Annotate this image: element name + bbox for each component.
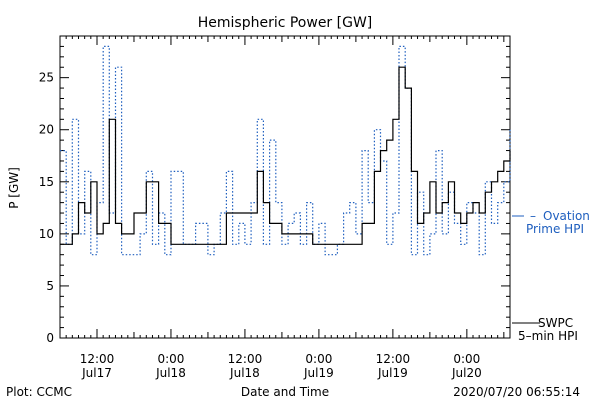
legend-ovation-label-2: Prime HPI [526,222,584,236]
y-tick-label: 0 [46,331,54,345]
legend-ovation-dash: – [530,209,536,223]
x-tick-label-date: Jul20 [451,366,482,380]
x-tick-label-date: Jul19 [303,366,334,380]
swpc-hpi-series-line [60,66,511,245]
y-tick-label: 5 [46,279,54,293]
x-tick-label-time: 12:00 [376,352,411,366]
y-axis: 0 5 10 15 20 25 [39,35,510,345]
y-tick-label: 10 [39,227,54,241]
ovation-prime-series-line [60,45,511,256]
x-tick-label-date: Jul18 [155,366,186,380]
chart-title: Hemispheric Power [GW] [198,15,373,31]
y-axis-label: P [GW] [7,167,21,209]
x-tick-label-date: Jul19 [377,366,408,380]
x-tick-label-date: Jul18 [229,366,260,380]
x-axis: 12:00Jul170:00Jul1812:00Jul180:00Jul1912… [59,36,511,380]
footer-plot-credit: Plot: CCMC [6,385,72,399]
x-tick-label-time: 12:00 [228,352,263,366]
x-tick-label-date: Jul17 [81,366,112,380]
y-tick-label: 25 [39,71,54,85]
legend-swpc-label-2: 5–min HPI [518,329,578,343]
x-tick-label-time: 12:00 [80,352,115,366]
x-tick-label-time: 0:00 [453,352,480,366]
legend-swpc-label-1: SWPC [538,316,573,330]
x-tick-label-time: 0:00 [305,352,332,366]
y-tick-label: 15 [39,175,54,189]
footer-timestamp: 2020/07/20 06:55:14 [453,385,580,399]
legend-ovation-label-1: Ovation [543,209,590,223]
y-tick-label: 20 [39,123,54,137]
series-layer [60,45,511,256]
x-tick-label-time: 0:00 [157,352,184,366]
plot-frame [59,35,511,339]
x-axis-label: Date and Time [241,385,329,399]
